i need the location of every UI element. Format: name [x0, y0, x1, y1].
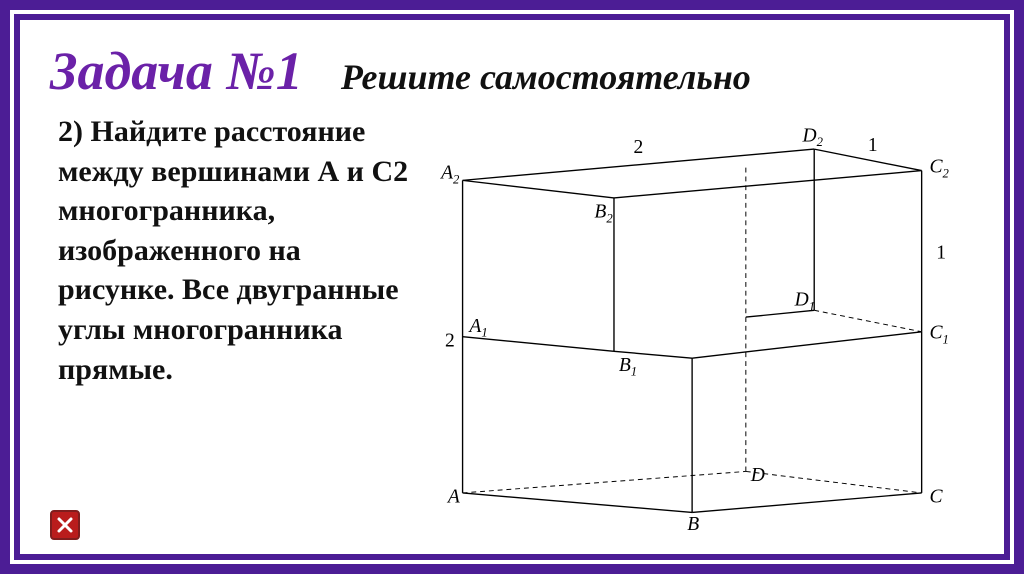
label-A: A [446, 487, 460, 508]
label-C1: C1 [929, 323, 948, 347]
label-C2: C2 [929, 157, 949, 181]
mid-frame: Задача №1 Решите самостоятельно 2) Найди… [10, 10, 1014, 564]
label-D: D [750, 465, 765, 486]
outer-frame: Задача №1 Решите самостоятельно 2) Найди… [0, 0, 1024, 574]
label-B1: B1 [619, 355, 637, 379]
dim-h-1: 1 [936, 243, 946, 264]
slide-title: Задача №1 [50, 40, 303, 102]
problem-text: 2) Найдите расстояние между вершинами А … [50, 112, 420, 389]
label-B: B [687, 514, 699, 532]
dim-top-1: 1 [868, 135, 878, 156]
content-area: 2) Найдите расстояние между вершинами А … [50, 112, 974, 532]
problem-number: 2) [58, 115, 83, 148]
label-A1: A1 [467, 316, 487, 340]
dim-top-2: 2 [634, 137, 644, 158]
polyhedron-diagram: A B C D A1 B1 C1 D1 A2 B2 C2 D2 [420, 112, 974, 532]
problem-body: Найдите расстояние между вершинами А и С… [58, 115, 408, 386]
close-icon [56, 516, 74, 534]
close-button[interactable] [50, 510, 80, 540]
dim-h-2: 2 [445, 330, 455, 351]
header: Задача №1 Решите самостоятельно [50, 40, 974, 102]
label-D2: D2 [801, 125, 823, 149]
slide-content: Задача №1 Решите самостоятельно 2) Найди… [20, 20, 1004, 554]
label-C: C [929, 487, 943, 508]
label-B2: B2 [594, 201, 613, 225]
label-D1: D1 [794, 289, 815, 313]
slide-subtitle: Решите самостоятельно [341, 56, 751, 98]
label-A2: A2 [439, 162, 460, 186]
diagram-svg: A B C D A1 B1 C1 D1 A2 B2 C2 D2 [420, 112, 974, 532]
